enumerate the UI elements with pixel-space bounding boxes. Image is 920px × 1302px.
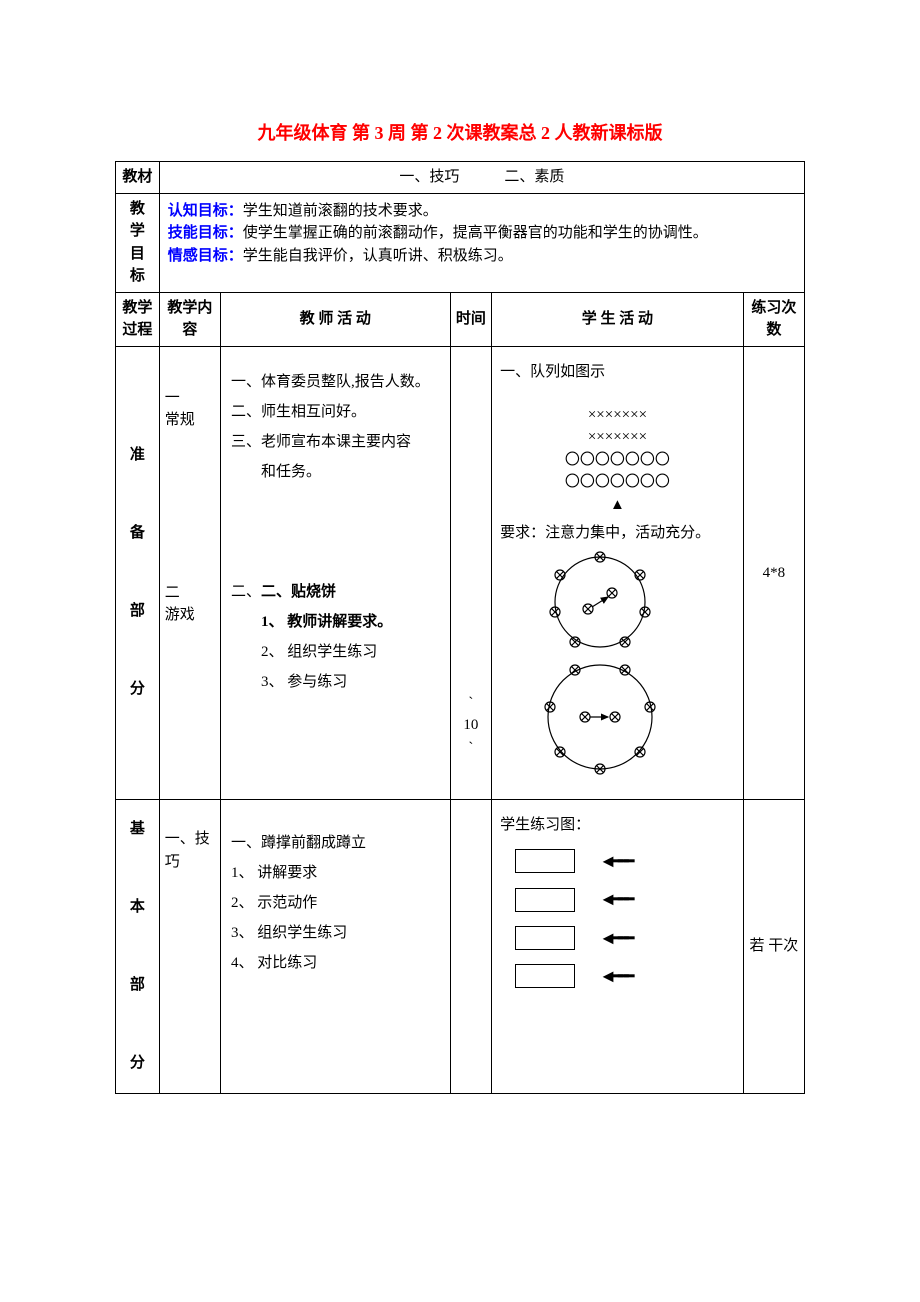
prep-student: 一、队列如图示 ××××××× ××××××× 〇〇〇〇〇〇〇 〇〇〇〇〇〇〇 … — [492, 346, 744, 800]
practice-row: ◄━━━ — [515, 960, 735, 992]
prep-content: 一 常规 二 游戏 — [159, 346, 220, 800]
prep-t-l2: 二、师生相互问好。 — [231, 397, 440, 427]
main-student: 学生练习图： ◄━━━ ◄━━━ ◄━━━ ◄━━━ — [492, 800, 744, 1094]
skill-text: 使学生掌握正确的前滚翻动作，提高平衡器官的功能和学生的协调性。 — [243, 225, 708, 241]
prep-s-l1: 一、队列如图示 — [500, 359, 735, 386]
col-content: 教学内容 — [159, 292, 220, 346]
main-t-l5: 4、 对比练习 — [231, 948, 440, 978]
student-practice-label: 学生练习图： — [500, 812, 735, 839]
skill-tag: 技能目标： — [168, 225, 243, 241]
main-t-l4: 3、 组织学生练习 — [231, 918, 440, 948]
main-section: 基 本 部 分 — [116, 800, 160, 1094]
prep-req: 要求：注意力集中，活动充分。 — [500, 520, 735, 547]
circle-game-diagram — [500, 547, 700, 787]
prep-section: 准 备 部 分 — [116, 346, 160, 800]
table-row-main: 基 本 部 分 一、技巧 一、蹲撑前翻成蹲立 1、 讲解要求 2、 示范动作 3… — [116, 800, 805, 1094]
practice-row: ◄━━━ — [515, 845, 735, 877]
col-reps: 练习次数 — [743, 292, 804, 346]
emotion-text: 学生能自我评价，认真听讲、积极练习。 — [243, 248, 513, 264]
col-process: 教学过程 — [116, 292, 160, 346]
prep-reps: 4*8 — [743, 346, 804, 800]
table-row: 教材 一、技巧 二、素质 — [116, 162, 805, 194]
prep-t-l5: 1、 教师讲解要求。 — [261, 614, 392, 630]
prep-content1: 一 常规 — [165, 387, 215, 432]
material-content: 一、技巧 二、素质 — [159, 162, 804, 194]
main-content: 一、技巧 — [159, 800, 220, 1094]
prep-t-l3b: 和任务。 — [231, 457, 440, 487]
prep-time: ` 10 ` — [450, 346, 492, 800]
prep-teacher: 一、体育委员整队,报告人数。 二、师生相互问好。 三、老师宣布本课主要内容 和任… — [220, 346, 450, 800]
main-t-l2: 1、 讲解要求 — [231, 858, 440, 888]
cognitive-tag: 认知目标： — [168, 203, 243, 219]
prep-t-l7: 3、 参与练习 — [231, 667, 440, 697]
emotion-tag: 情感目标： — [168, 248, 243, 264]
main-t-l3: 2、 示范动作 — [231, 888, 440, 918]
table-row: 教 学 目 标 认知目标：学生知道前滚翻的技术要求。 技能目标：使学生掌握正确的… — [116, 193, 805, 292]
main-reps: 若 干次 — [743, 800, 804, 1094]
prep-t-l6: 2、 组织学生练习 — [231, 637, 440, 667]
main-time — [450, 800, 492, 1094]
table-row-prep: 准 备 部 分 一 常规 二 游戏 一、体育委员整队,报告人数。 二、师生相互问… — [116, 346, 805, 800]
practice-row: ◄━━━ — [515, 883, 735, 915]
prep-t-l4: 二、二、贴烧饼 — [231, 577, 440, 607]
col-student: 学 生 活 动 — [492, 292, 744, 346]
page-title: 九年级体育 第 3 周 第 2 次课教案总 2 人教新课标版 — [115, 120, 805, 147]
goals-content: 认知目标：学生知道前滚翻的技术要求。 技能目标：使学生掌握正确的前滚翻动作，提高… — [159, 193, 804, 292]
cognitive-text: 学生知道前滚翻的技术要求。 — [243, 203, 438, 219]
main-teacher: 一、蹲撑前翻成蹲立 1、 讲解要求 2、 示范动作 3、 组织学生练习 4、 对… — [220, 800, 450, 1094]
prep-t-l1: 一、体育委员整队,报告人数。 — [231, 367, 440, 397]
col-teacher: 教 师 活 动 — [220, 292, 450, 346]
goals-label: 教 学 目 标 — [116, 193, 160, 292]
formation-diagram: ××××××× ××××××× 〇〇〇〇〇〇〇 〇〇〇〇〇〇〇 ▲ — [500, 404, 735, 517]
prep-t-l3: 三、老师宣布本课主要内容 — [231, 427, 440, 457]
material-label: 教材 — [116, 162, 160, 194]
prep-content2: 二 游戏 — [165, 582, 215, 627]
col-time: 时间 — [450, 292, 492, 346]
table-row: 教学过程 教学内容 教 师 活 动 时间 学 生 活 动 练习次数 — [116, 292, 805, 346]
lesson-plan-table: 教材 一、技巧 二、素质 教 学 目 标 认知目标：学生知道前滚翻的技术要求。 … — [115, 161, 805, 1094]
main-t-l1: 一、蹲撑前翻成蹲立 — [231, 828, 440, 858]
practice-row: ◄━━━ — [515, 922, 735, 954]
